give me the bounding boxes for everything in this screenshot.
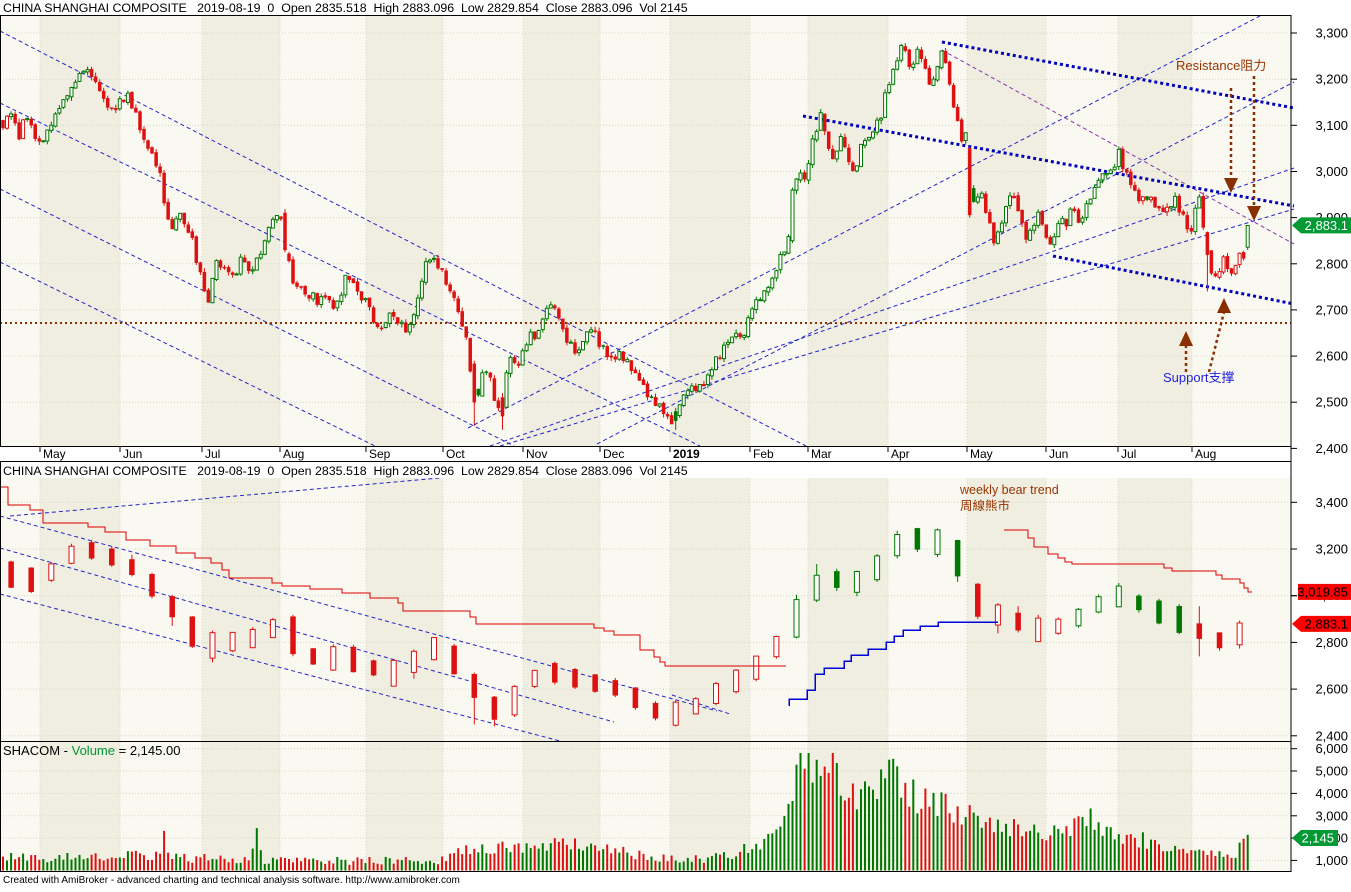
svg-text:Dec: Dec — [603, 447, 624, 461]
svg-text:3,400: 3,400 — [1315, 495, 1348, 510]
svg-text:2019: 2019 — [673, 447, 700, 461]
svg-text:2,145: 2,145 — [1301, 831, 1334, 846]
svg-text:2,883.1: 2,883.1 — [1305, 218, 1348, 233]
svg-text:Aug: Aug — [1195, 447, 1216, 461]
svg-text:May: May — [970, 447, 993, 461]
svg-text:3,000: 3,000 — [1315, 164, 1348, 179]
svg-text:2,883.1: 2,883.1 — [1305, 616, 1348, 631]
svg-text:2,800: 2,800 — [1315, 635, 1348, 650]
svg-text:2,600: 2,600 — [1315, 349, 1348, 364]
svg-text:3,000: 3,000 — [1315, 808, 1348, 823]
svg-text:1,000: 1,000 — [1315, 853, 1348, 868]
svg-text:6,000: 6,000 — [1315, 741, 1348, 756]
svg-text:Resistance: Resistance — [1176, 58, 1240, 73]
svg-text:Jul: Jul — [205, 447, 220, 461]
svg-text:3,200: 3,200 — [1315, 542, 1348, 557]
svg-text:Apr: Apr — [891, 447, 910, 461]
svg-text:2,700: 2,700 — [1315, 302, 1348, 317]
svg-text:May: May — [43, 447, 66, 461]
svg-text:4,000: 4,000 — [1315, 786, 1348, 801]
svg-text:CHINA SHANGHAI COMPOSITE 201: CHINA SHANGHAI COMPOSITE 2019-08-19 0 Op… — [3, 1, 688, 15]
svg-text:Nov: Nov — [526, 447, 547, 461]
svg-text:Oct: Oct — [446, 447, 465, 461]
svg-text:Mar: Mar — [811, 447, 832, 461]
svg-text:2,600: 2,600 — [1315, 682, 1348, 697]
svg-text:3,019.85: 3,019.85 — [1297, 584, 1348, 599]
svg-text:2,400: 2,400 — [1315, 441, 1348, 456]
svg-text:2,500: 2,500 — [1315, 395, 1348, 410]
svg-text:Created with AmiBroker - advan: Created with AmiBroker - advanced charti… — [3, 875, 460, 886]
svg-text:3,100: 3,100 — [1315, 118, 1348, 133]
svg-text:5,000: 5,000 — [1315, 764, 1348, 779]
svg-text:Support: Support — [1163, 370, 1209, 385]
svg-text:3,300: 3,300 — [1315, 26, 1348, 41]
svg-text:Feb: Feb — [753, 447, 774, 461]
svg-text:Sep: Sep — [369, 447, 391, 461]
svg-text:Jun: Jun — [1049, 447, 1068, 461]
svg-text:Jul: Jul — [1121, 447, 1136, 461]
svg-text:2,400: 2,400 — [1315, 728, 1348, 743]
svg-text:Aug: Aug — [283, 447, 304, 461]
svg-text:Jun: Jun — [123, 447, 142, 461]
svg-text:2,800: 2,800 — [1315, 256, 1348, 271]
svg-text:SHACOM - Volume = 2,145.00: SHACOM - Volume = 2,145.00 — [3, 743, 180, 758]
svg-text:weekly bear trend: weekly bear trend — [959, 483, 1059, 497]
svg-text:CHINA SHANGHAI COMPOSITE 201: CHINA SHANGHAI COMPOSITE 2019-08-19 0 Op… — [3, 464, 688, 478]
svg-text:3,200: 3,200 — [1315, 72, 1348, 87]
